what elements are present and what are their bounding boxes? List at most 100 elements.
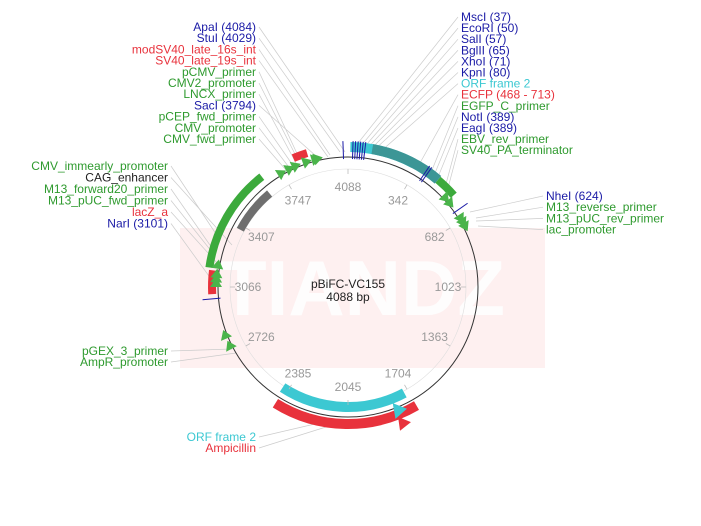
left-top-label[interactable]: LNCX_primer [183,87,256,101]
left-top-label[interactable]: CMV_promoter [175,121,256,135]
right-top-label[interactable]: XhoI (71) [461,54,510,68]
leader-line [367,61,459,153]
left-bottom-label[interactable]: Ampicillin [205,441,256,455]
enzyme-site-mark[interactable] [354,141,357,160]
left-low-label[interactable]: pGEX_3_primer [82,344,168,358]
plasmid-name: pBiFC-VC155 [311,277,385,291]
ecfp-arc[interactable] [371,144,442,184]
enzyme-site-mark[interactable] [202,297,221,301]
leader-line [477,225,544,230]
enzyme-site-mark[interactable] [419,165,431,182]
right-mid-label[interactable]: M13_pUC_rev_primer [546,211,664,225]
tick-labels: 4088 342 682 1023 1363 1704 2045 2385 2726 3066 34… [230,169,466,405]
tick-label: 682 [425,230,445,244]
tick-label: 1023 [435,280,462,294]
leader-line [363,50,459,153]
primer-arrow[interactable] [443,196,454,208]
right-mid-label[interactable]: lac_promoter [546,223,616,237]
right-top-label[interactable]: KpnI (80) [461,66,510,80]
tick-mark [445,343,451,347]
leader-line [170,223,215,284]
right-top-label[interactable]: SV40_PA_terminator [461,143,573,157]
primer-arrow[interactable] [211,259,224,270]
left-top-label[interactable]: pCEP_fwd_primer [159,110,256,124]
left-mid-label[interactable]: CMV_immearly_promoter [31,159,168,173]
left-low-label[interactable]: AmpR_promoter [80,355,168,369]
enzyme-site-mark[interactable] [342,141,345,160]
leader-line [475,206,544,219]
left-top-label[interactable]: CMV2_promoter [168,76,256,90]
left-bottom-label[interactable]: ORF frame 2 [187,430,257,444]
right-mid-label[interactable]: NheI (624) [546,189,603,203]
primer-arrow[interactable] [210,268,223,279]
primer-arrow[interactable] [300,157,312,169]
primer-arrow[interactable] [220,329,233,341]
primer-arrow[interactable] [283,165,295,176]
orf-bottom-arrowhead [392,403,407,419]
leader-line [258,426,327,449]
right-top-label[interactable]: BglII (65) [461,43,510,57]
primer-arrow[interactable] [274,169,287,181]
primer-arrow[interactable] [226,340,237,352]
left-top-label[interactable]: CMV_fwd_primer [163,132,256,146]
left-mid-label[interactable]: lacZ_a [132,205,168,219]
left-top-label[interactable]: SV40_late_19s_int [155,54,256,68]
right-top-label[interactable]: NotI (389) [461,110,514,124]
right-mid-label[interactable]: M13_reverse_primer [546,200,657,214]
right-top-label[interactable]: EcoRI (50) [461,21,518,35]
cmv-promoter-arc[interactable] [205,173,265,269]
cag-enhancer-arc[interactable] [236,190,273,232]
leader-line [258,116,293,165]
leader-line [258,82,299,161]
leader-line [445,139,459,185]
ampicillin-arrowhead [398,416,411,431]
left-top-label[interactable]: pCMV_primer [182,65,256,79]
right-top-label[interactable]: ORF frame 2 [461,77,531,91]
tick-mark [404,384,408,390]
left-mid-label[interactable]: NarI (3101) [107,217,168,231]
primer-arrow[interactable] [210,273,223,283]
leader-line [475,218,544,222]
left-top-label[interactable]: SacI (3794) [194,98,256,112]
tick-label: 1363 [421,330,448,344]
sv40-pa-arc[interactable] [435,176,457,198]
tick-label: 4088 [335,180,362,194]
plasmid-size: 4088 bp [326,290,370,304]
tick-label: 2385 [285,367,312,381]
leader-line [419,94,459,164]
left-mid-label[interactable]: M13_forward20_primer [44,182,168,196]
left-top-label[interactable]: StuI (4029) [197,31,256,45]
primer-arrow[interactable] [289,161,301,173]
primer-arrow[interactable] [312,153,323,166]
left-top-label[interactable]: modSV40_late_16s_int [132,42,257,56]
sv40-intron-arc[interactable] [291,149,309,162]
primer-arrows [210,153,469,352]
enzyme-site-mark[interactable] [351,141,354,160]
right-top-label[interactable]: ECFP (468 - 713) [461,88,555,102]
right-top-label[interactable]: EGFP_C_primer [461,99,550,113]
tick-label: 3747 [285,193,312,207]
leader-line [469,195,544,213]
left-top-label[interactable]: ApaI (4084) [193,20,256,34]
orf-frame2-bottom-arc[interactable] [279,383,407,412]
enzyme-site-mark[interactable] [421,167,433,183]
primer-arrow[interactable] [458,220,469,232]
left-mid-label[interactable]: M13_pUC_fwd_primer [48,194,168,208]
enzyme-site-mark[interactable] [360,141,364,160]
tick-label: 342 [388,193,408,207]
tick-label: 3407 [248,230,275,244]
leader-line [359,38,459,153]
right-top-label[interactable]: SalI (57) [461,32,506,46]
enzyme-site-mark[interactable] [356,141,359,160]
primer-arrow[interactable] [210,277,222,287]
leader-line [258,105,317,157]
enzyme-site-mark[interactable] [363,142,367,161]
enzyme-site-mark[interactable] [452,202,468,214]
right-top-label[interactable]: EagI (389) [461,121,517,135]
enzyme-site-mark[interactable] [358,141,362,160]
right-top-label[interactable]: EBV_rev_primer [461,132,549,146]
left-mid-label[interactable]: CAG_enhancer [85,171,168,185]
primer-arrow[interactable] [438,191,450,203]
leader-line [258,37,341,153]
right-top-label[interactable]: MscI (37) [461,10,511,24]
